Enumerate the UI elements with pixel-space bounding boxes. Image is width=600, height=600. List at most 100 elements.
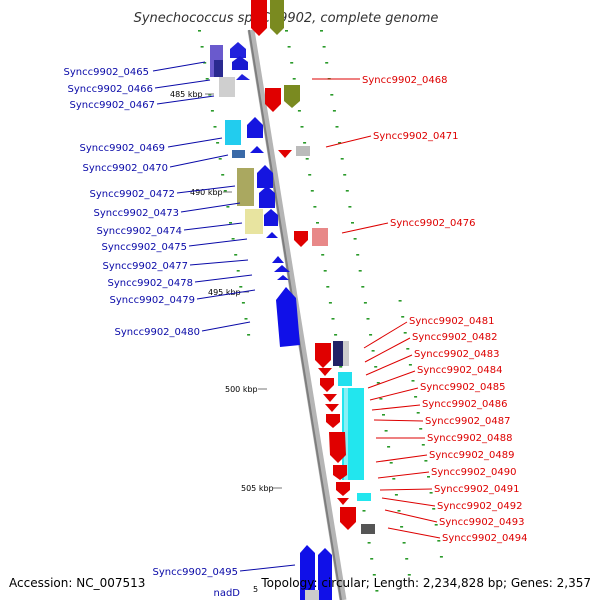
gene-0477-arrow[interactable] xyxy=(272,256,284,263)
label-0475[interactable]: Syncc9902_0475 xyxy=(102,242,188,253)
gene-0491[interactable] xyxy=(336,482,350,496)
gene-0488[interactable] xyxy=(326,414,340,428)
gene-0489[interactable] xyxy=(329,432,346,463)
label-0483[interactable]: Syncc9902_0483 xyxy=(414,349,500,360)
label-0466[interactable]: Syncc9902_0466 xyxy=(68,84,154,95)
gene-0480-arrow[interactable] xyxy=(276,287,300,347)
label-0473[interactable]: Syncc9902_0473 xyxy=(94,208,180,219)
label-0465[interactable]: Syncc9902_0465 xyxy=(64,67,150,78)
gene-0481[interactable] xyxy=(315,343,331,368)
gene-0470-arrow[interactable] xyxy=(250,146,264,153)
gene-0490[interactable] xyxy=(333,465,347,480)
grid-dot xyxy=(353,238,357,240)
gene-0472[interactable] xyxy=(237,168,254,206)
label-0467[interactable]: Syncc9902_0467 xyxy=(70,100,156,111)
leader-0486 xyxy=(371,404,421,411)
gene-0476b[interactable] xyxy=(312,228,328,246)
label-0471[interactable]: Syncc9902_0471 xyxy=(373,131,459,142)
label-0482[interactable]: Syncc9902_0482 xyxy=(412,332,498,343)
gene-0487-cyan-light xyxy=(344,388,348,480)
label-0487[interactable]: Syncc9902_0487 xyxy=(425,416,511,427)
gene-0469[interactable] xyxy=(225,120,241,145)
leader-0494 xyxy=(387,527,441,539)
gene-0469-arrow[interactable] xyxy=(247,117,263,138)
label-0491[interactable]: Syncc9902_0491 xyxy=(434,484,520,495)
label-0477[interactable]: Syncc9902_0477 xyxy=(103,261,189,272)
grid-dot xyxy=(200,46,204,48)
tick-490: 490 kbp xyxy=(190,188,223,197)
gene-0483[interactable] xyxy=(318,368,332,376)
label-0492[interactable]: Syncc9902_0492 xyxy=(437,501,523,512)
gene-0484[interactable] xyxy=(320,378,334,392)
gene-0482b xyxy=(343,341,349,366)
gene-0474[interactable] xyxy=(245,209,263,234)
gene-0493[interactable] xyxy=(340,507,356,530)
topology-text: Topology: circular; Length: 2,234,828 bp… xyxy=(260,576,591,590)
gene-0468a[interactable] xyxy=(265,88,281,112)
gene-0466-arrow[interactable] xyxy=(230,42,246,58)
gene-0493a[interactable] xyxy=(337,498,349,505)
gene-0495b-arrow[interactable] xyxy=(318,548,332,600)
grid-dot xyxy=(416,412,420,414)
label-0480[interactable]: Syncc9902_0480 xyxy=(115,327,201,338)
gene-0479-arrow[interactable] xyxy=(277,275,289,280)
gene-top-red[interactable] xyxy=(251,0,267,36)
gene-0485[interactable] xyxy=(338,372,352,386)
grid-dot xyxy=(216,142,220,144)
gene-0468b[interactable] xyxy=(284,85,300,108)
gene-0471b[interactable] xyxy=(296,146,310,156)
leader-0479 xyxy=(196,289,256,300)
gene-0470[interactable] xyxy=(232,150,245,158)
label-0489[interactable]: Syncc9902_0489 xyxy=(429,450,515,461)
gene-0473-arrow[interactable] xyxy=(259,186,275,208)
gene-0495-arrow[interactable] xyxy=(300,545,315,600)
grid-dot xyxy=(369,334,373,336)
label-nadD[interactable]: nadD xyxy=(213,588,240,599)
gene-0487[interactable] xyxy=(325,404,339,412)
gene-0466b-arrow[interactable] xyxy=(232,56,248,70)
leader-0489 xyxy=(375,454,428,463)
grid-dot xyxy=(203,62,207,64)
label-0486[interactable]: Syncc9902_0486 xyxy=(422,399,508,410)
grid-dot xyxy=(421,444,425,446)
gene-0467-arrow[interactable] xyxy=(236,74,250,80)
label-0495[interactable]: Syncc9902_0495 xyxy=(153,567,239,578)
gene-0475-arrow[interactable] xyxy=(266,232,278,238)
grid-dot xyxy=(340,158,344,160)
label-0468[interactable]: Syncc9902_0468 xyxy=(362,75,448,86)
label-0490[interactable]: Syncc9902_0490 xyxy=(431,467,517,478)
gene-0478-arrow[interactable] xyxy=(274,265,290,272)
gene-0494[interactable] xyxy=(361,524,375,534)
label-0493[interactable]: Syncc9902_0493 xyxy=(439,517,525,528)
label-0472[interactable]: Syncc9902_0472 xyxy=(90,189,176,200)
label-0474[interactable]: Syncc9902_0474 xyxy=(97,226,183,237)
label-0479[interactable]: Syncc9902_0479 xyxy=(110,295,196,306)
label-0470[interactable]: Syncc9902_0470 xyxy=(83,163,169,174)
label-0494[interactable]: Syncc9902_0494 xyxy=(442,533,528,544)
gene-top-olive[interactable] xyxy=(270,0,284,35)
label-0485[interactable]: Syncc9902_0485 xyxy=(420,382,506,393)
gene-0472-arrow[interactable] xyxy=(257,165,273,188)
gene-0482[interactable] xyxy=(333,341,344,366)
label-0488[interactable]: Syncc9902_0488 xyxy=(427,433,513,444)
gene-0492[interactable] xyxy=(357,493,371,501)
gene-0486[interactable] xyxy=(323,394,337,402)
gene-0476a[interactable] xyxy=(294,231,308,247)
label-0478[interactable]: Syncc9902_0478 xyxy=(108,278,194,289)
grid-dot xyxy=(338,142,342,144)
label-0484[interactable]: Syncc9902_0484 xyxy=(417,365,503,376)
label-0476[interactable]: Syncc9902_0476 xyxy=(390,218,476,229)
gene-0467[interactable] xyxy=(219,77,235,97)
gene-0471[interactable] xyxy=(278,150,292,158)
grid-dot xyxy=(239,286,243,288)
gene-0474-arrow[interactable] xyxy=(264,209,278,226)
grid-dot xyxy=(384,430,388,432)
gene-nadD[interactable] xyxy=(305,590,319,600)
left-strand-genes xyxy=(210,42,332,600)
grid-dot xyxy=(397,510,401,512)
label-0469[interactable]: Syncc9902_0469 xyxy=(80,143,166,154)
label-0481[interactable]: Syncc9902_0481 xyxy=(409,316,495,327)
grid-dot xyxy=(398,300,402,302)
grid-dot xyxy=(403,332,407,334)
